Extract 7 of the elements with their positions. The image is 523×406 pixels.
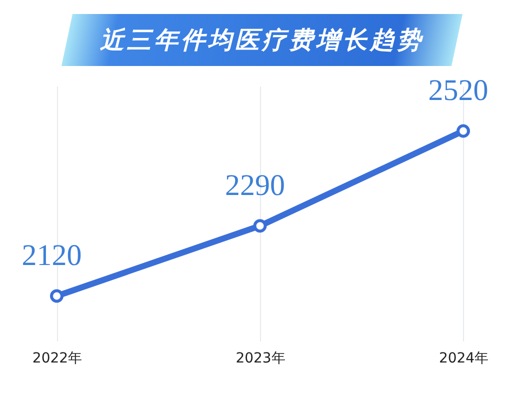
x-tick-label: 2022年 — [32, 350, 82, 366]
data-label: 2120 — [22, 239, 82, 272]
x-tick-label: 2024年 — [438, 350, 489, 366]
chart-title: 近三年件均医疗费增长趋势 — [100, 25, 424, 56]
data-label: 2290 — [225, 168, 285, 202]
data-label: 2520 — [428, 74, 488, 107]
x-tick-label: 2023年 — [236, 350, 286, 366]
